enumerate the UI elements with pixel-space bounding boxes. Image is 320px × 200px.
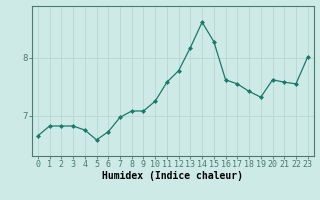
X-axis label: Humidex (Indice chaleur): Humidex (Indice chaleur) [102, 171, 243, 181]
